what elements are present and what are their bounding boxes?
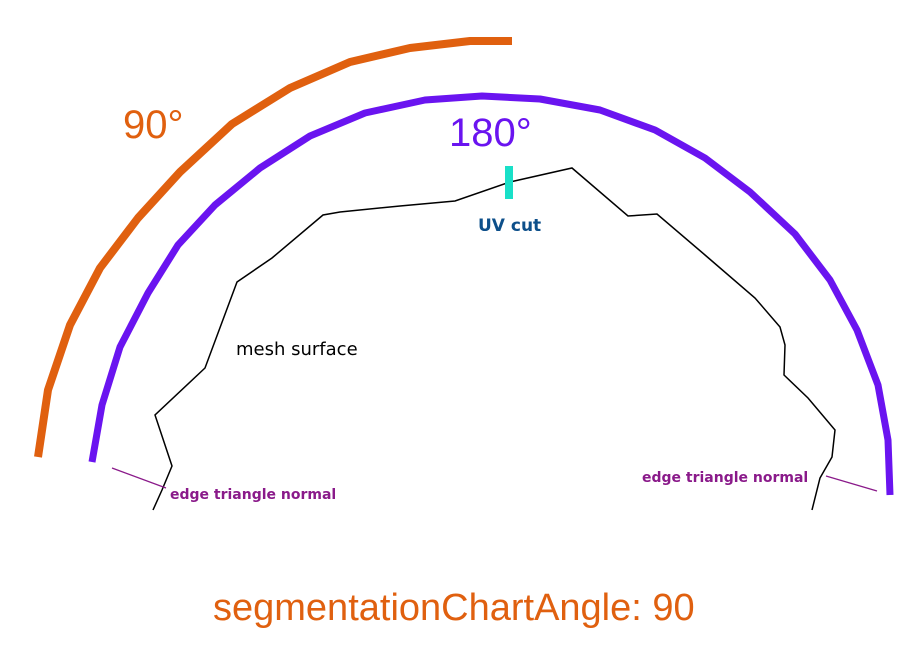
arc-90-degrees [34,37,512,458]
edge-normal-line-left [111,467,167,489]
mesh-surface-label: mesh surface [236,339,358,360]
edge-normal-label-left: edge triangle normal [170,487,336,503]
arc-180-degrees [88,92,894,496]
edge-normal-label-right: edge triangle normal [642,470,808,486]
mesh-surface-outline [152,167,836,511]
segmentation-chart-angle-caption: segmentationChartAngle: 90 [213,587,695,629]
uv-cut-label: UV cut [478,216,541,236]
angle-90-label: 90° [123,103,184,147]
angle-180-label: 180° [449,111,532,155]
edge-normal-line-right [825,475,878,492]
